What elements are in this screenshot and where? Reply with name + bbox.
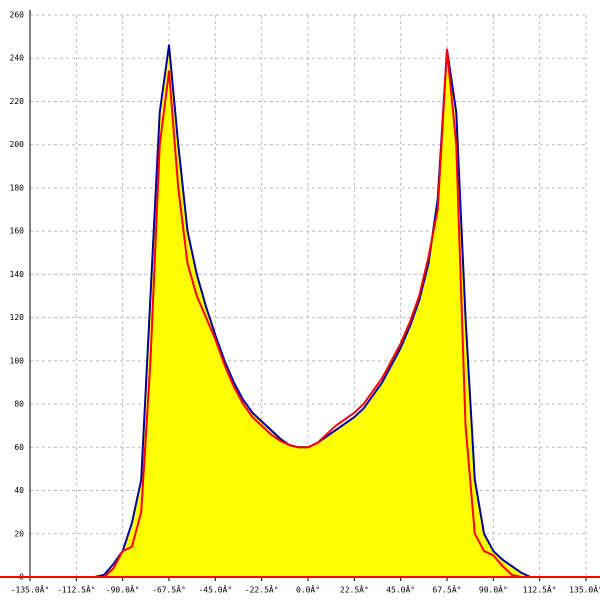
x-tick-label: -112.5Â° xyxy=(57,584,96,595)
y-tick-label: 120 xyxy=(10,313,25,322)
x-tick-label: -45.0Â° xyxy=(198,584,232,595)
y-tick-label: 140 xyxy=(10,270,25,279)
y-tick-label: 220 xyxy=(10,97,25,106)
y-tick-label: 260 xyxy=(10,11,25,20)
y-tick-label: 20 xyxy=(14,529,24,538)
y-tick-label: 100 xyxy=(10,356,25,365)
y-tick-label: 60 xyxy=(14,443,24,452)
x-tick-label: -67.5Â° xyxy=(152,584,186,595)
y-tick-label: 180 xyxy=(10,183,25,192)
x-tick-label: 112.5Â° xyxy=(523,584,557,595)
area xyxy=(85,45,531,578)
y-tick-label: 80 xyxy=(14,400,24,409)
x-tick-label: 22.5Â° xyxy=(340,584,369,595)
series-line xyxy=(85,48,531,578)
x-tick-label: 67.5Â° xyxy=(433,584,462,595)
y-tick-label: 40 xyxy=(14,486,24,495)
x-tick-label: 135.0Â° xyxy=(569,584,600,595)
y-tick-label: 240 xyxy=(10,54,25,63)
x-tick-label: -90.0Â° xyxy=(106,584,140,595)
y-tick-label: 200 xyxy=(10,140,25,149)
x-tick-label: -22.5Â° xyxy=(245,584,279,595)
x-tick-label: 45.0Â° xyxy=(386,584,415,595)
x-tick-label: -135.0Â° xyxy=(11,584,50,595)
x-tick-label: 0.0Â° xyxy=(296,584,320,595)
x-tick-label: 90.0Â° xyxy=(479,584,508,595)
y-tick-label: 160 xyxy=(10,227,25,236)
